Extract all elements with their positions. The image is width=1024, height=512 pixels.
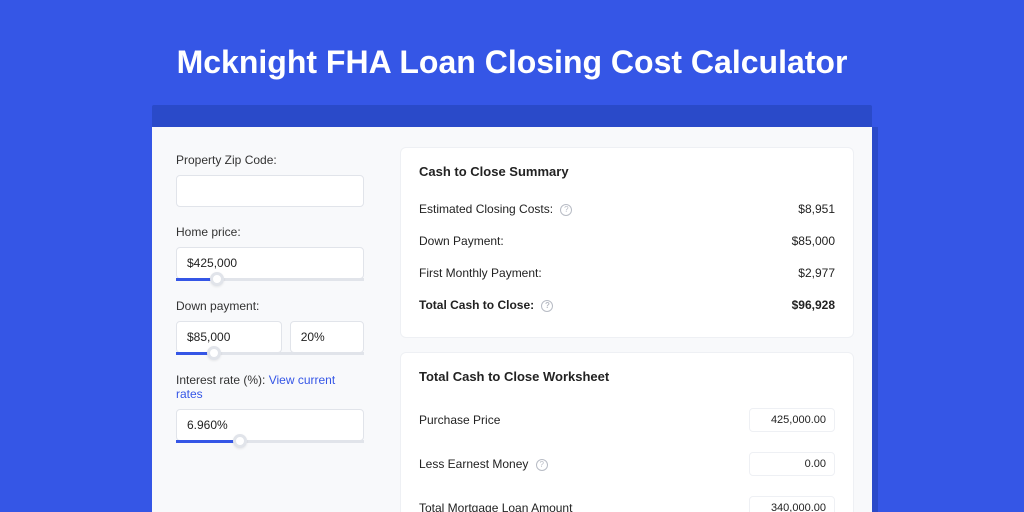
panel-shadow — [152, 105, 872, 127]
interest-slider-thumb[interactable] — [233, 434, 247, 448]
down-payment-label: Down payment: — [176, 299, 364, 313]
worksheet-card: Total Cash to Close Worksheet Purchase P… — [400, 352, 854, 512]
interest-field-group: Interest rate (%): View current rates — [176, 373, 364, 443]
worksheet-row-label: Total Mortgage Loan Amount — [419, 501, 572, 512]
worksheet-title: Total Cash to Close Worksheet — [419, 369, 835, 384]
summary-row: First Monthly Payment: $2,977 — [419, 257, 835, 289]
interest-slider-fill — [176, 440, 240, 443]
down-payment-field-group: Down payment: — [176, 299, 364, 355]
down-payment-pct-input[interactable] — [290, 321, 364, 353]
page-title: Mcknight FHA Loan Closing Cost Calculato… — [0, 0, 1024, 105]
summary-row-value: $85,000 — [792, 234, 835, 248]
worksheet-row-label: Purchase Price — [419, 413, 500, 427]
zip-label: Property Zip Code: — [176, 153, 364, 167]
worksheet-row: Total Mortgage Loan Amount 340,000.00 — [419, 486, 835, 512]
summary-row-label: First Monthly Payment: — [419, 266, 542, 280]
home-price-slider-thumb[interactable] — [210, 272, 224, 286]
home-price-slider[interactable] — [176, 278, 364, 281]
summary-card: Cash to Close Summary Estimated Closing … — [400, 147, 854, 338]
down-payment-slider-thumb[interactable] — [207, 346, 221, 360]
worksheet-row-value[interactable]: 0.00 — [749, 452, 835, 476]
summary-row-value: $8,951 — [798, 202, 835, 216]
summary-row-value: $2,977 — [798, 266, 835, 280]
worksheet-row-label: Less Earnest Money — [419, 457, 528, 471]
summary-row-label: Estimated Closing Costs: — [419, 202, 553, 216]
results-column: Cash to Close Summary Estimated Closing … — [382, 127, 872, 512]
help-icon[interactable]: ? — [536, 459, 548, 471]
interest-slider[interactable] — [176, 440, 364, 443]
summary-row: Down Payment: $85,000 — [419, 225, 835, 257]
zip-input[interactable] — [176, 175, 364, 207]
home-price-field-group: Home price: — [176, 225, 364, 281]
interest-label: Interest rate (%): View current rates — [176, 373, 364, 401]
summary-row-label: Down Payment: — [419, 234, 504, 248]
summary-total-value: $96,928 — [792, 298, 835, 312]
worksheet-row: Less Earnest Money ? 0.00 — [419, 442, 835, 486]
zip-field-group: Property Zip Code: — [176, 153, 364, 207]
interest-input[interactable] — [176, 409, 364, 441]
help-icon[interactable]: ? — [560, 204, 572, 216]
down-payment-slider[interactable] — [176, 352, 364, 355]
summary-title: Cash to Close Summary — [419, 164, 835, 179]
summary-total-label: Total Cash to Close: — [419, 298, 534, 312]
summary-total-row: Total Cash to Close: ? $96,928 — [419, 289, 835, 321]
home-price-input[interactable] — [176, 247, 364, 279]
worksheet-row-value[interactable]: 425,000.00 — [749, 408, 835, 432]
summary-row: Estimated Closing Costs: ? $8,951 — [419, 193, 835, 225]
help-icon[interactable]: ? — [541, 300, 553, 312]
interest-label-text: Interest rate (%): — [176, 373, 269, 387]
down-payment-input[interactable] — [176, 321, 282, 353]
inputs-column: Property Zip Code: Home price: Down paym… — [152, 127, 382, 512]
calculator-panel: Property Zip Code: Home price: Down paym… — [152, 127, 872, 512]
worksheet-row: Purchase Price 425,000.00 — [419, 398, 835, 442]
worksheet-row-value[interactable]: 340,000.00 — [749, 496, 835, 512]
home-price-label: Home price: — [176, 225, 364, 239]
